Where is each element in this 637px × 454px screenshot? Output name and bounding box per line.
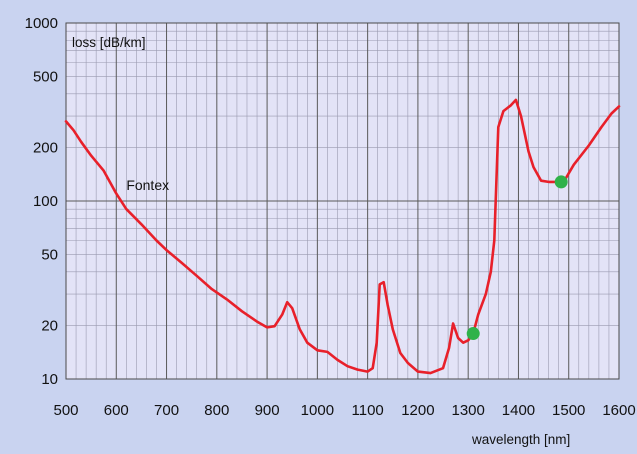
x-tick-label: 800 — [204, 402, 229, 419]
x-tick-label: 1300 — [451, 402, 484, 419]
y-tick-label: 10 — [41, 371, 58, 388]
x-tick-label: 900 — [255, 402, 280, 419]
x-tick-label: 1000 — [301, 402, 334, 419]
y-tick-label: 1000 — [25, 15, 58, 32]
x-tick-label: 1200 — [401, 402, 434, 419]
series-group — [64, 98, 621, 375]
markers-group — [466, 175, 568, 341]
x-tick-labels: 500 600 700 800 900 1000 1100 1200 1300 1400 1500 1… — [53, 402, 635, 419]
data-point-marker — [554, 175, 568, 189]
y-tick-label: 500 — [33, 69, 58, 86]
y-axis-label: loss [dB/km] — [72, 35, 146, 50]
y-tick-label: 50 — [41, 247, 58, 264]
data-point-marker — [466, 327, 480, 341]
x-tick-label: 500 — [53, 402, 78, 419]
y-tick-label: 20 — [41, 317, 58, 334]
x-axis-label: wavelength [nm] — [471, 432, 570, 447]
annotation-label: Fontex — [126, 177, 169, 193]
y-tick-label: 100 — [33, 193, 58, 210]
x-tick-label: 700 — [154, 402, 179, 419]
annotations: Fontex — [126, 177, 169, 193]
loss-curve — [64, 98, 621, 375]
x-tick-label: 1500 — [552, 402, 585, 419]
y-tick-labels: 10 20 50 100 200 500 1000 — [25, 15, 58, 388]
x-tick-label: 1400 — [502, 402, 535, 419]
x-tick-label: 1600 — [602, 402, 635, 419]
x-tick-label: 600 — [104, 402, 129, 419]
x-tick-label: 1100 — [352, 402, 384, 419]
plot-frame — [65, 22, 620, 380]
y-tick-label: 200 — [33, 139, 58, 156]
